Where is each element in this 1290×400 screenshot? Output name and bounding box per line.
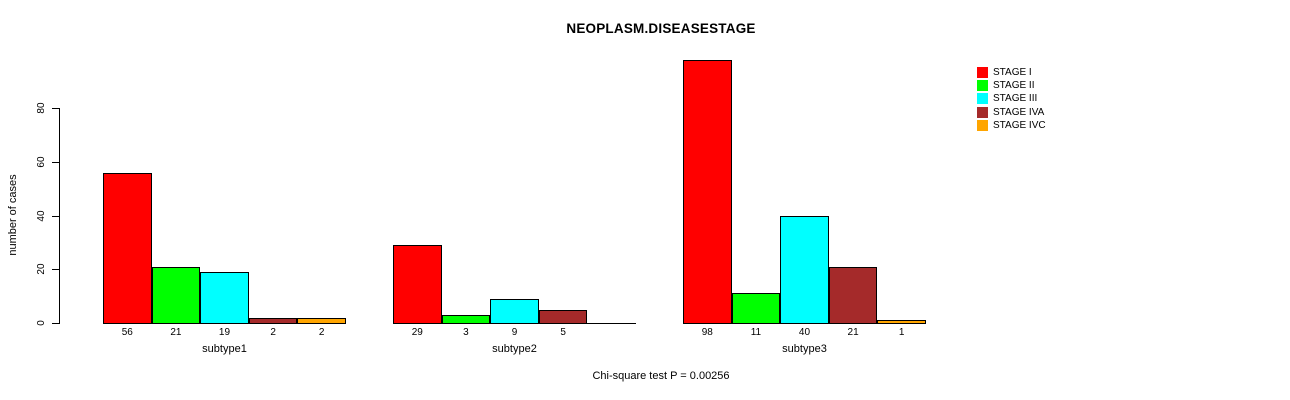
category-label-subtype1: subtype1 (202, 343, 247, 355)
bar-value-label: 56 (121, 327, 133, 338)
legend-label: STAGE IVA (993, 106, 1045, 118)
y-axis-tick (52, 161, 59, 163)
bar-subtype3-stage-iva (828, 266, 878, 324)
bar-value-label: 19 (218, 327, 231, 338)
chart-title: NEOPLASM.DISEASESTAGE (566, 21, 756, 36)
y-axis-tick (52, 323, 59, 324)
legend-swatch-stage-ivc (977, 119, 988, 131)
y-axis-line (59, 108, 60, 324)
y-axis-label: number of cases (7, 174, 19, 256)
bar-value-label: 11 (750, 327, 762, 338)
bar-subtype1-stage-iva (248, 317, 298, 324)
bar-value-label: 9 (511, 327, 518, 338)
bar-subtype1-stage-i (103, 172, 152, 324)
bar-subtype3-stage-ivc (877, 320, 926, 324)
bar-value-label: 2 (318, 327, 325, 338)
y-axis-tick-label: 0 (36, 320, 47, 326)
y-axis-tick (52, 108, 59, 109)
y-axis-tick-label: 40 (36, 209, 47, 222)
bar-subtype3-stage-i (683, 59, 732, 324)
bar-value-label: 29 (411, 327, 423, 338)
bar-value-label: 40 (798, 327, 811, 338)
y-axis-tick (52, 215, 59, 217)
legend-swatch-stage-iii (977, 93, 988, 105)
y-axis-tick-label: 20 (36, 263, 47, 275)
bar-value-label: 21 (847, 327, 859, 338)
y-axis-tick (52, 269, 59, 271)
bar-value-label: 98 (701, 327, 713, 338)
category-label-subtype3: subtype3 (782, 343, 827, 355)
y-axis-tick-label: 60 (36, 156, 47, 168)
bar-value-label: 5 (560, 327, 566, 338)
y-axis-tick-label: 80 (36, 102, 47, 114)
bar-subtype2-stage-iva (538, 309, 588, 324)
bar-subtype1-stage-ii (151, 266, 201, 324)
legend-label: STAGE I (993, 67, 1032, 78)
legend-swatch-stage-ii (977, 80, 988, 92)
bar-subtype2-stage-i (393, 245, 442, 324)
bar-value-label: 3 (463, 327, 469, 338)
legend-label: STAGE III (993, 93, 1038, 105)
bar-subtype1-stage-iii (200, 271, 249, 324)
bar-subtype3-stage-ii (731, 293, 781, 324)
bar-value-label: 2 (270, 327, 276, 338)
bar-subtype1-stage-ivc (297, 317, 346, 324)
category-label-subtype2: subtype2 (492, 343, 537, 355)
bar-value-label: 21 (170, 327, 182, 338)
bar-subtype3-stage-iii (780, 215, 829, 324)
legend-label: STAGE IVC (993, 119, 1046, 131)
chi-square-note: Chi-square test P = 0.00256 (592, 370, 730, 382)
legend-label: STAGE II (993, 80, 1035, 92)
legend-swatch-stage-i (977, 67, 988, 78)
bar-value-label: 1 (898, 327, 905, 338)
bar-subtype2-stage-iii (490, 298, 539, 324)
legend-swatch-stage-iva (977, 106, 988, 118)
bar-subtype2-stage-ii (441, 314, 491, 324)
